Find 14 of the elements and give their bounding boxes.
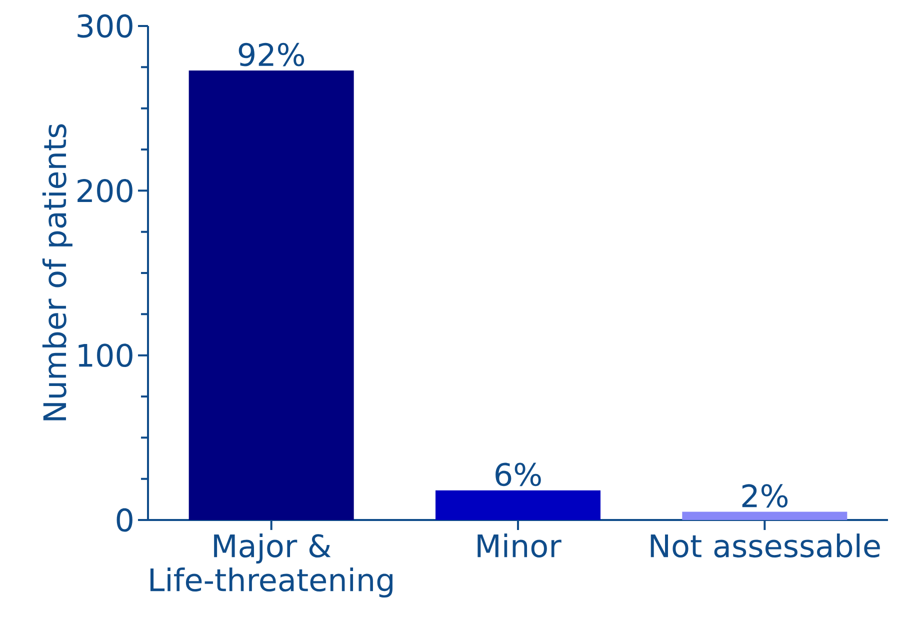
y-tick-label: 200 bbox=[78, 178, 132, 202]
x-tick-label: Major & Life-threatening bbox=[150, 534, 392, 598]
x-tick-label: Not assessable bbox=[650, 534, 880, 558]
x-tick-label: Minor bbox=[478, 534, 562, 558]
annotation: 6% bbox=[496, 462, 541, 486]
y-tick-label: 100 bbox=[78, 344, 132, 368]
bar bbox=[682, 512, 848, 520]
bar bbox=[436, 490, 600, 520]
y-axis-title: Number of patients bbox=[42, 124, 72, 420]
annotation: 2% bbox=[742, 484, 788, 508]
y-tick-label: 0 bbox=[116, 508, 132, 532]
y-tick-label: 300 bbox=[78, 14, 132, 38]
annotation: 92% bbox=[238, 42, 304, 66]
bar bbox=[188, 70, 354, 520]
